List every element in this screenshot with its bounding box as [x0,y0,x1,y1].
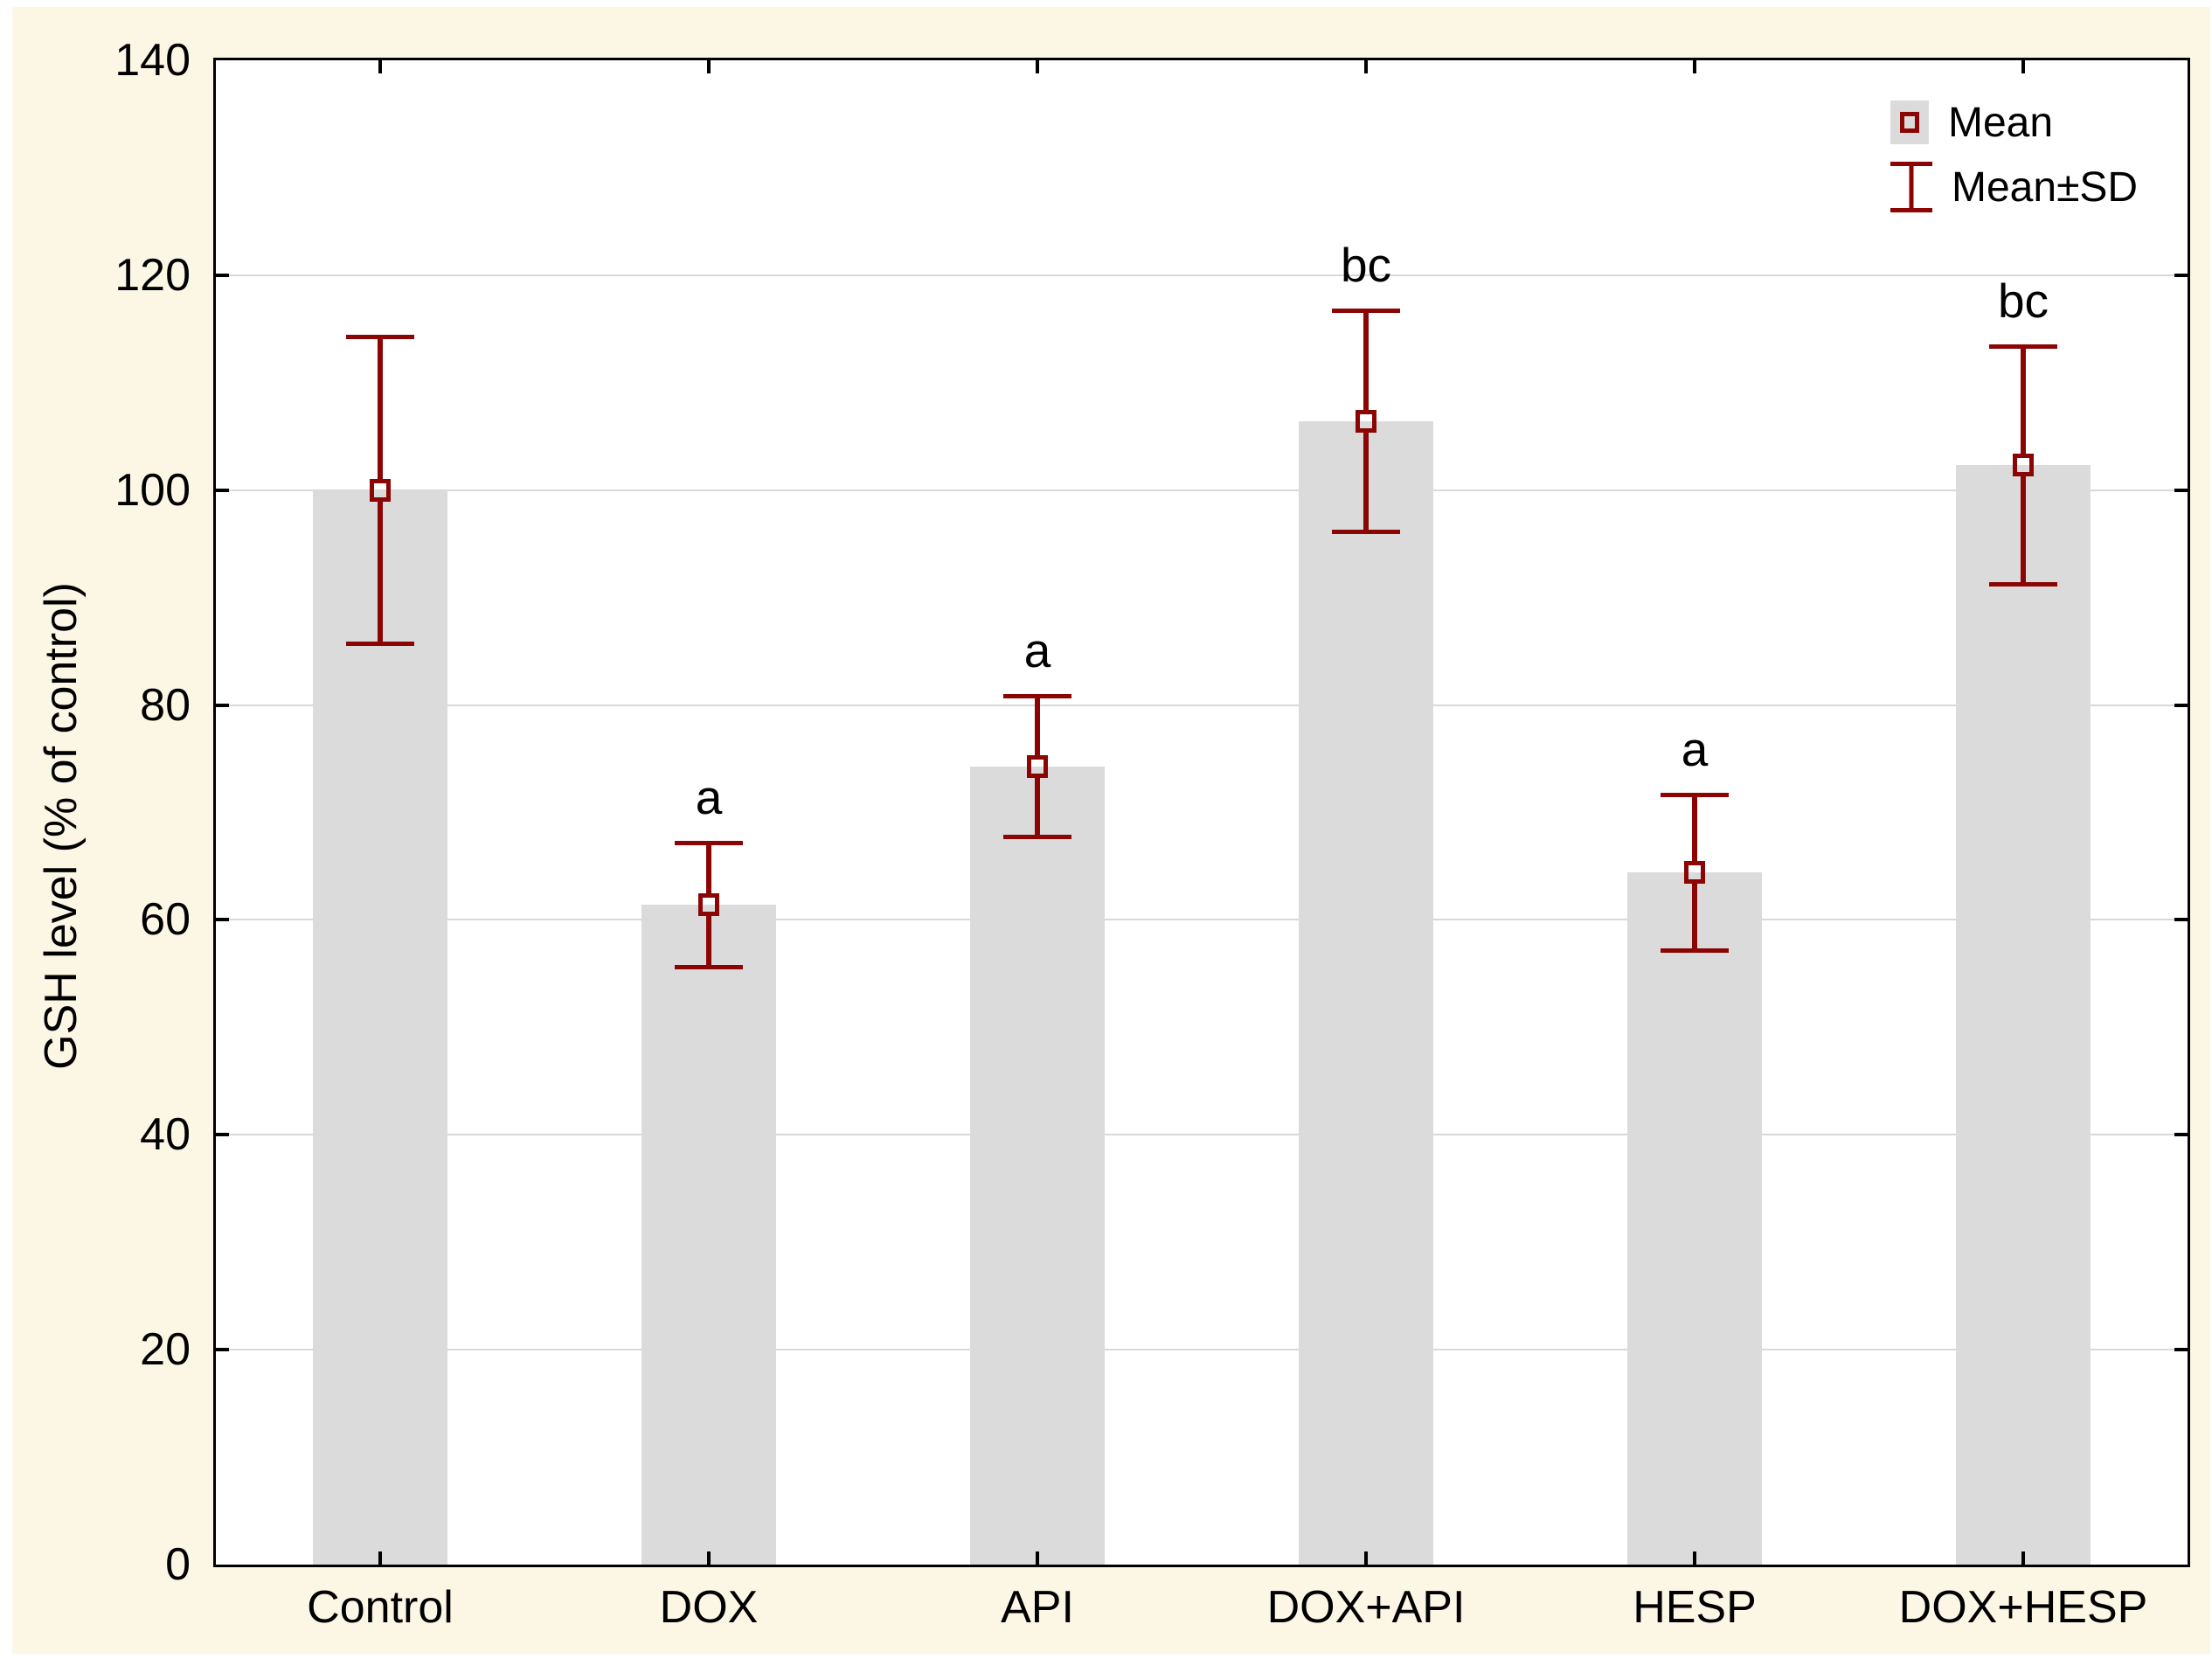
y-tick-right-80 [2174,703,2188,707]
x-tick-top-dox-plus-hesp [2021,60,2025,73]
mean-square-marker-icon [1890,101,1929,144]
error-stem-upper [1035,695,1040,755]
error-stem-lower [378,501,383,644]
mean-marker-dox [698,893,719,917]
error-stem-upper [706,842,711,894]
legend-item-mean-sd: Mean±SD [1890,160,2138,214]
gridline-100 [216,489,2188,491]
error-stem-lower [706,916,711,968]
bar-dox-plus-hesp [1956,465,2091,1565]
x-tick-top-hesp [1693,60,1696,73]
mean-marker-control [370,478,391,502]
y-tick-left-20 [216,1348,229,1352]
x-tick-bottom-dox-plus-hesp [2021,1551,2025,1565]
error-stem-lower [2021,476,2026,585]
mean-marker-dox-plus-hesp [2013,454,2034,477]
x-tick-top-dox [707,60,711,73]
sig-label-dox: a [695,769,723,824]
gridline-40 [216,1134,2188,1136]
sig-label-dox-plus-api: bc [1340,238,1392,293]
y-tick-right-120 [2174,273,2188,277]
x-tick-top-api [1036,60,1039,73]
y-tick-left-60 [216,918,229,922]
y-tick-label-120: 120 [114,249,191,301]
x-label-api: API [1001,1582,1074,1633]
error-stem-lower [1363,433,1369,532]
error-stem-lower [1692,884,1697,952]
y-tick-label-0: 0 [165,1539,191,1590]
y-tick-right-100 [2174,488,2188,492]
y-axis-title: GSH level (% of control) [36,582,87,1070]
x-tick-bottom-api [1036,1551,1039,1565]
gridline-60 [216,919,2188,921]
x-label-dox-plus-hesp: DOX+HESP [1898,1582,2148,1633]
x-tick-bottom-hesp [1693,1551,1696,1565]
y-tick-left-80 [216,703,229,707]
y-tick-right-20 [2174,1348,2188,1352]
plot-area: a a bc a bc Mean Mean±SD [213,58,2190,1567]
y-tick-left-40 [216,1133,229,1137]
bar-control [313,489,447,1565]
error-bar-icon [1890,162,1932,212]
sig-label-api: a [1023,622,1051,677]
mean-marker-hesp [1684,861,1705,885]
x-tick-top-control [378,60,382,73]
y-tick-label-100: 100 [114,464,191,516]
y-tick-label-80: 80 [140,679,191,731]
error-stem-upper [1692,794,1697,862]
x-tick-bottom-dox [707,1551,711,1565]
y-tick-left-120 [216,273,229,277]
bar-dox-plus-api [1299,421,1433,1565]
error-stem-upper [1363,310,1369,411]
bar-dox [641,905,776,1565]
y-tick-left-100 [216,488,229,492]
gridline-120 [216,274,2188,276]
y-tick-right-60 [2174,918,2188,922]
error-stem-upper [2021,345,2026,455]
x-label-dox: DOX [659,1582,759,1633]
y-tick-label-40: 40 [140,1109,191,1161]
legend-label-mean-sd: Mean±SD [1952,163,2139,211]
x-label-hesp: HESP [1633,1582,1757,1633]
y-tick-label-60: 60 [140,894,191,946]
y-tick-label-140: 140 [114,35,191,86]
x-label-control: Control [307,1582,454,1633]
error-stem-lower [1035,777,1040,837]
gridline-80 [216,704,2188,706]
x-tick-bottom-dox-plus-api [1364,1551,1368,1565]
x-tick-bottom-control [378,1551,382,1565]
y-tick-right-40 [2174,1133,2188,1137]
sig-label-dox-plus-hesp: bc [1997,273,2049,328]
legend-label-mean: Mean [1948,99,2054,146]
bar-api [970,766,1105,1565]
gridline-20 [216,1349,2188,1351]
mean-marker-dox-plus-api [1356,410,1376,434]
legend-item-mean: Mean [1890,95,2138,149]
x-label-dox-plus-api: DOX+API [1266,1582,1466,1633]
error-stem-upper [378,336,383,479]
x-tick-top-dox-plus-api [1364,60,1368,73]
y-tick-label-20: 20 [140,1324,191,1376]
sig-label-hesp: a [1681,721,1709,776]
mean-marker-glyph [1900,112,1919,133]
bar-hesp [1627,872,1762,1565]
mean-marker-api [1027,754,1048,778]
legend: Mean Mean±SD [1890,95,2138,225]
